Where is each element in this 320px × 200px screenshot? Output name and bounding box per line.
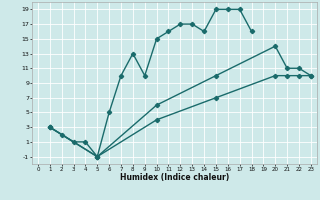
X-axis label: Humidex (Indice chaleur): Humidex (Indice chaleur): [120, 173, 229, 182]
